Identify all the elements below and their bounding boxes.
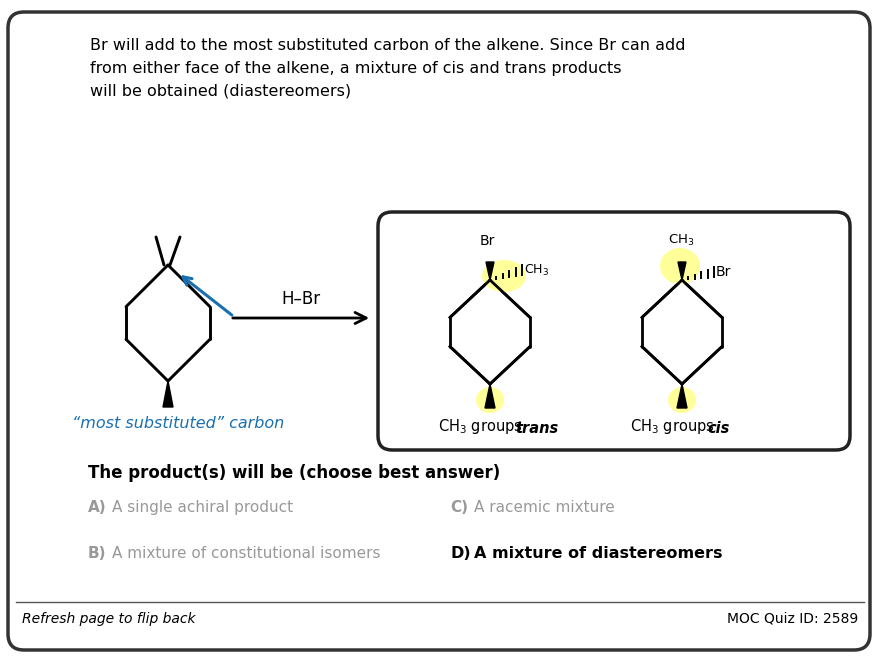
Text: A mixture of diastereomers: A mixture of diastereomers	[474, 546, 722, 561]
Ellipse shape	[482, 260, 526, 292]
Polygon shape	[485, 384, 495, 408]
Text: MOC Quiz ID: 2589: MOC Quiz ID: 2589	[727, 612, 858, 626]
Ellipse shape	[476, 387, 504, 413]
FancyBboxPatch shape	[378, 212, 850, 450]
Text: H–Br: H–Br	[282, 290, 320, 308]
Text: CH$_3$ groups: CH$_3$ groups	[630, 417, 715, 436]
Text: Br: Br	[716, 265, 731, 279]
Text: B): B)	[88, 546, 106, 561]
Text: A racemic mixture: A racemic mixture	[474, 500, 615, 515]
Text: C): C)	[450, 500, 468, 515]
Text: A mixture of constitutional isomers: A mixture of constitutional isomers	[112, 546, 380, 561]
Ellipse shape	[660, 248, 700, 284]
Polygon shape	[677, 384, 687, 408]
Text: Br will add to the most substituted carbon of the alkene. Since Br can add
from : Br will add to the most substituted carb…	[90, 38, 686, 99]
FancyBboxPatch shape	[8, 12, 870, 650]
Text: CH$_3$ groups: CH$_3$ groups	[438, 417, 524, 436]
Ellipse shape	[668, 387, 696, 413]
Text: trans: trans	[515, 421, 558, 436]
Polygon shape	[486, 262, 494, 280]
Text: A single achiral product: A single achiral product	[112, 500, 293, 515]
Polygon shape	[163, 381, 173, 407]
Text: CH$_3$: CH$_3$	[524, 263, 549, 278]
Text: A): A)	[88, 500, 106, 515]
Text: Refresh page to flip back: Refresh page to flip back	[22, 612, 195, 626]
Text: Br: Br	[480, 234, 495, 248]
Polygon shape	[678, 262, 686, 280]
Text: D): D)	[450, 546, 471, 561]
Text: The product(s) will be (choose best answer): The product(s) will be (choose best answ…	[88, 464, 500, 482]
Text: “most substituted” carbon: “most substituted” carbon	[72, 416, 284, 431]
Text: CH$_3$: CH$_3$	[668, 233, 694, 248]
Text: cis: cis	[707, 421, 730, 436]
